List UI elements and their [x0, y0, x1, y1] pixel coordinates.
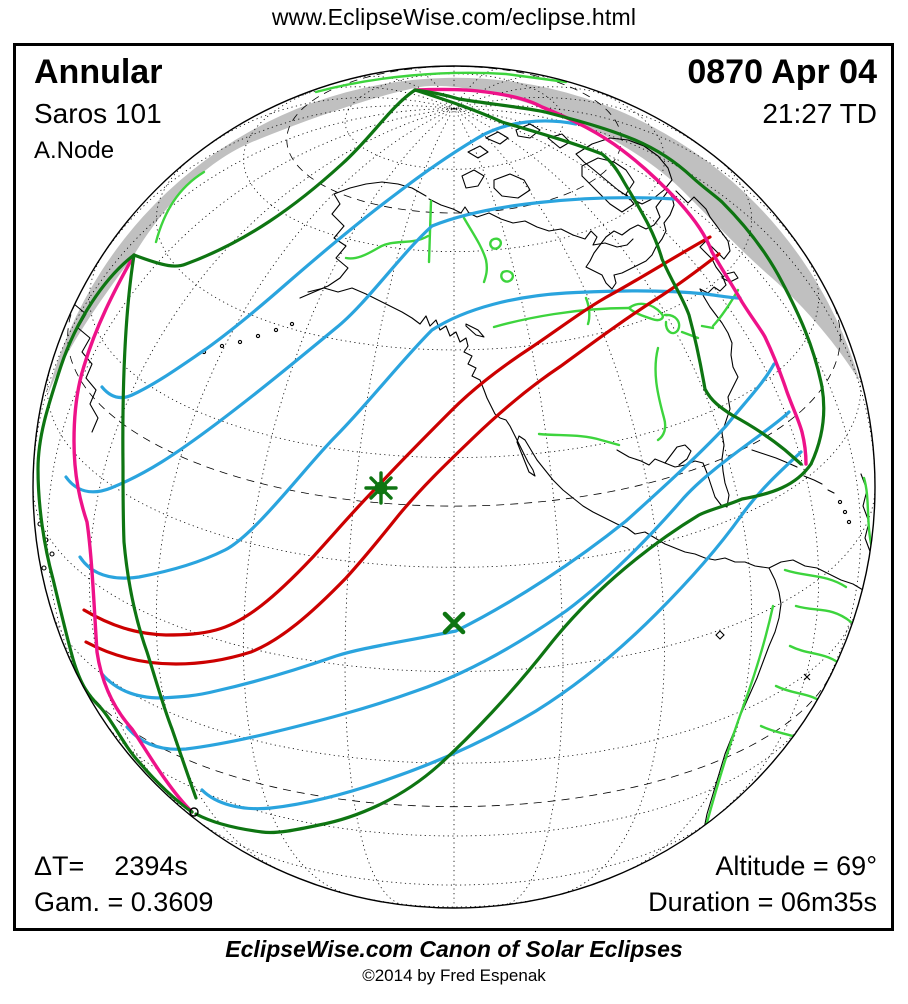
copyright: ©2014 by Fred Espenak	[362, 966, 546, 985]
rise-set-curves	[72, 87, 808, 814]
node-type: A.Node	[34, 137, 115, 165]
site-url: www.EclipseWise.com/eclipse.html	[271, 4, 637, 30]
eclipse-info-top-right: 0870 Apr 04 21:27 TD	[687, 53, 877, 130]
canon-title: EclipseWise.com Canon of Solar Eclipses	[225, 936, 683, 962]
eclipse-time: 21:27 TD	[762, 98, 877, 130]
eclipse-info-bottom-left: ΔT= 2394s Gam. = 0.3609	[34, 845, 213, 918]
globe-limb	[32, 65, 876, 909]
eclipse-map-canvas	[32, 65, 876, 909]
delta-t-row: ΔT= 2394s	[34, 850, 213, 882]
eclipse-info-top-left: Annular Saros 101 A.Node	[34, 53, 163, 165]
penumbra-limits	[36, 88, 826, 835]
map-frame: Annular Saros 101 A.Node 0870 Apr 04 21:…	[13, 43, 894, 931]
graticule	[33, 66, 875, 908]
subpoint-x-marker	[803, 673, 811, 681]
gamma-value: Gam. = 0.3609	[34, 887, 214, 918]
rivers-and-borders	[154, 71, 875, 828]
delta-t-label: ΔT=	[34, 850, 85, 881]
altitude-value: Altitude = 69°	[715, 850, 877, 881]
subpoint-diamond-marker	[715, 630, 725, 640]
eclipse-type: Annular	[34, 53, 163, 91]
map-markers	[189, 471, 811, 817]
greatest-eclipse-marker	[364, 471, 398, 505]
eclipse-date: 0870 Apr 04	[687, 53, 877, 91]
night-shading	[47, 77, 860, 397]
eclipse-info-bottom-right: Altitude = 69° Duration = 06m35s	[648, 845, 877, 918]
path-point-marker	[442, 611, 466, 635]
saros-number: Saros 101	[34, 98, 162, 130]
magnitude-contours	[64, 119, 803, 811]
delta-t-value: 2394s	[114, 850, 188, 881]
sunrise-junction-marker	[189, 807, 199, 817]
duration-value: Duration = 06m35s	[648, 887, 877, 918]
